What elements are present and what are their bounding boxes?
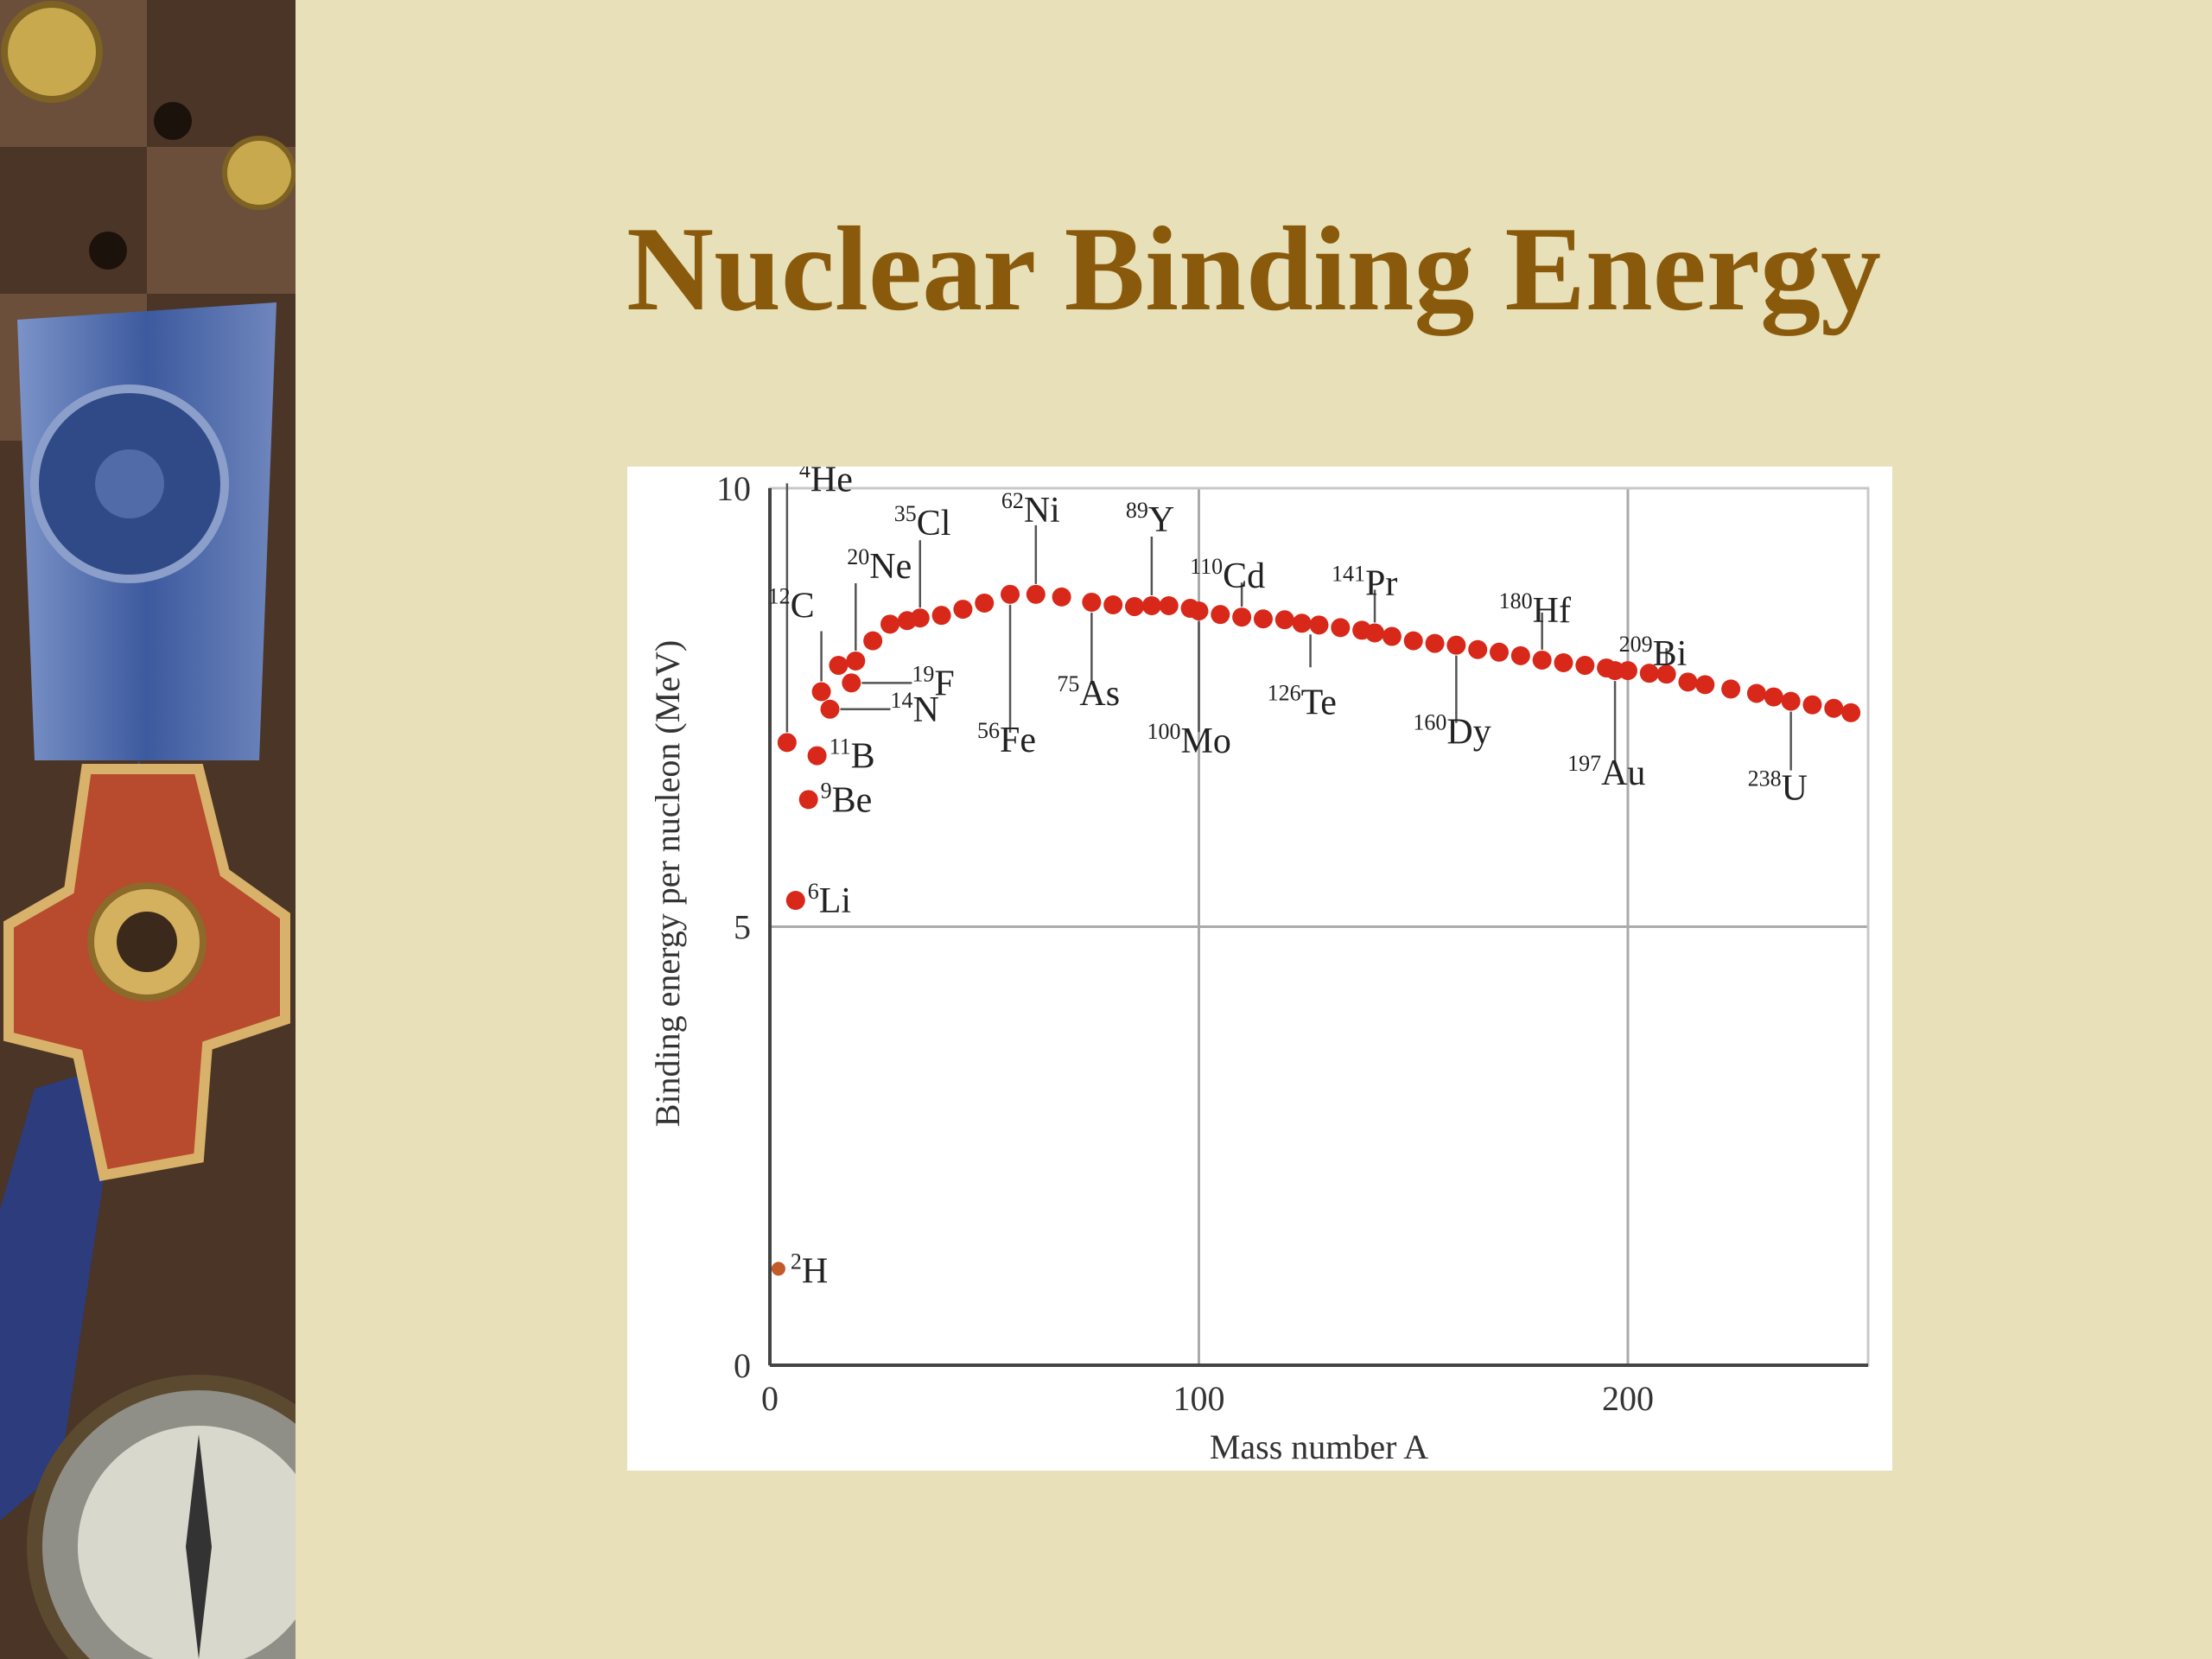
isotope-label-b: 11B — [830, 734, 875, 777]
data-point — [842, 673, 861, 693]
data-point — [820, 699, 840, 719]
isotope-label-y: 89Y — [1126, 498, 1174, 540]
data-point — [777, 733, 797, 753]
data-point — [1159, 596, 1179, 616]
data-point — [807, 746, 827, 766]
data-point — [1746, 683, 1766, 703]
isotope-label-f: 19F — [912, 661, 954, 703]
isotope-label-cl: 35Cl — [894, 501, 951, 543]
data-point — [1403, 631, 1423, 651]
x-tick-label-0: 0 — [761, 1379, 779, 1418]
isotope-label-dy: 160Dy — [1413, 710, 1491, 753]
data-point — [811, 682, 831, 702]
data-point — [829, 656, 849, 676]
data-point — [1026, 584, 1046, 604]
data-point — [1082, 592, 1102, 612]
isotope-label-he: 4He — [799, 467, 853, 499]
data-point — [798, 790, 818, 810]
data-point — [1001, 584, 1020, 604]
data-point — [1253, 609, 1273, 629]
data-point — [1232, 607, 1252, 627]
data-point — [785, 891, 805, 911]
isotope-label-n: 14N — [891, 688, 939, 730]
isotope-label-fe: 56Fe — [977, 718, 1036, 760]
data-point — [1103, 594, 1123, 614]
data-point — [1052, 587, 1071, 607]
data-point — [1618, 661, 1637, 681]
chart-panel: 0 100 200 0 5 10 Mass number A Binding energy p… — [627, 467, 1892, 1471]
data-point — [771, 1262, 785, 1276]
data-point — [863, 631, 883, 651]
isotope-label-pr: 141Pr — [1332, 561, 1397, 603]
y-tick-label-10: 10 — [716, 469, 751, 508]
x-axis-label: Mass number A — [1210, 1427, 1428, 1466]
isotope-label-te: 126Te — [1268, 680, 1337, 722]
data-point — [1125, 597, 1145, 617]
isotope-label-as: 75As — [1057, 671, 1120, 714]
data-point — [931, 606, 951, 626]
slide-title: Nuclear Binding Energy — [626, 202, 1882, 336]
medals-collage-image — [0, 0, 296, 1659]
data-point — [1189, 601, 1209, 621]
data-point — [846, 651, 866, 671]
isotope-label-hf: 180Hf — [1499, 588, 1571, 631]
data-point — [1365, 623, 1385, 643]
data-point — [1490, 642, 1510, 662]
data-point — [1554, 652, 1573, 672]
isotope-label-be: 9Be — [821, 778, 873, 820]
data-point — [1764, 687, 1783, 707]
data-point — [880, 614, 900, 634]
isotope-label-au: 197Au — [1567, 751, 1645, 793]
data-point — [1824, 698, 1844, 718]
data-point — [1446, 635, 1466, 655]
binding-energy-chart: 0 100 200 0 5 10 Mass number A Binding energy p… — [648, 467, 1870, 1466]
data-point — [1532, 650, 1552, 670]
isotope-label-mo: 100Mo — [1147, 719, 1230, 761]
sidebar-decoration — [0, 0, 296, 1659]
isotope-label-li: 6Li — [808, 879, 851, 921]
data-point — [1510, 645, 1530, 665]
y-tick-label-5: 5 — [734, 908, 751, 947]
data-point — [1656, 664, 1676, 684]
x-tick-label-100: 100 — [1173, 1379, 1224, 1418]
data-point — [1721, 679, 1741, 699]
data-point — [1468, 639, 1488, 659]
data-point — [975, 593, 995, 613]
data-point — [1141, 596, 1161, 616]
isotope-label-bi: 209Bi — [1619, 632, 1688, 674]
data-point — [910, 608, 930, 628]
isotope-label-u: 238U — [1748, 766, 1808, 809]
data-point — [1575, 656, 1595, 676]
data-point — [1802, 695, 1822, 715]
y-axis-label: Binding energy per nucleon (MeV) — [648, 640, 687, 1128]
data-point — [1695, 675, 1715, 695]
x-tick-label-200: 200 — [1602, 1379, 1654, 1418]
isotope-label-h: 2H — [791, 1249, 828, 1291]
data-point — [1639, 664, 1659, 683]
data-point — [1274, 610, 1294, 630]
data-point — [1211, 605, 1230, 625]
data-point — [1382, 626, 1402, 646]
data-point — [1781, 691, 1801, 711]
y-tick-label-0: 0 — [734, 1346, 751, 1385]
isotope-label-c: 12C — [768, 583, 815, 626]
data-point — [1425, 633, 1445, 653]
data-point — [1841, 702, 1861, 722]
data-point — [1678, 672, 1698, 692]
isotope-label-ni: 62Ni — [1001, 488, 1060, 531]
isotope-label-cd: 110Cd — [1190, 554, 1265, 596]
data-point — [1331, 618, 1351, 638]
isotope-label-ne: 20Ne — [847, 544, 912, 587]
data-point — [1309, 615, 1329, 635]
data-point — [1292, 613, 1312, 633]
data-point — [953, 600, 973, 620]
